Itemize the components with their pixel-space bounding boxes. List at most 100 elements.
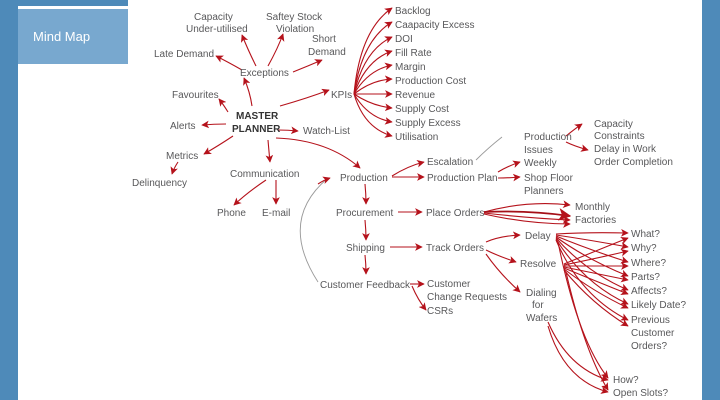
- node-capacity-line2: Under-utilised: [186, 24, 248, 35]
- node-customer-change-line2: Change Requests: [427, 292, 507, 303]
- link-place-factories: [483, 212, 571, 224]
- node-master-line2: PLANNER: [232, 124, 281, 135]
- node-dialing-line3: Wafers: [526, 313, 557, 324]
- node-production-plan: Production Plan: [427, 173, 498, 184]
- node-previous-line1: Previous: [631, 315, 670, 326]
- link-delay-q4: [555, 237, 629, 291]
- node-customer-feedback: Customer Feedback: [320, 280, 411, 291]
- node-question: Where?: [631, 258, 666, 269]
- node-kpi-item: Supply Excess: [395, 118, 461, 129]
- node-favourites: Favourites: [172, 90, 219, 101]
- node-resolve: Resolve: [520, 259, 557, 270]
- node-metrics: Metrics: [166, 151, 198, 162]
- node-phone: Phone: [217, 208, 246, 219]
- node-delay: Delay: [525, 231, 551, 242]
- node-kpi-item: DOI: [395, 34, 413, 45]
- link-delay-q2: [555, 235, 629, 264]
- node-dialing-line2: for: [532, 300, 544, 311]
- link-center-alerts: [201, 120, 227, 129]
- node-short-line2: Demand: [308, 47, 346, 58]
- link-feedback-loop: [299, 177, 329, 283]
- link-center-communication: [265, 139, 274, 163]
- link-dialing-how: [547, 321, 609, 382]
- node-kpi-item: Revenue: [395, 90, 435, 101]
- node-monthly: Monthly: [575, 202, 610, 213]
- link-procurement-shipping: [362, 219, 370, 241]
- link-kpi-3: [353, 49, 393, 95]
- node-delay-work-line1: Delay in Work: [594, 144, 657, 155]
- node-kpi-item: Production Cost: [395, 76, 466, 87]
- link-shipping-feedback: [362, 254, 370, 275]
- sidebar: Mind Map: [18, 0, 128, 400]
- link-center-watchlist: [277, 126, 299, 135]
- node-escalation: Escalation: [427, 157, 473, 168]
- link-delay-q3: [555, 236, 629, 278]
- link-dialing-open: [547, 325, 609, 394]
- link-resolve-previous: [563, 269, 629, 327]
- link-center-kpis: [279, 88, 330, 107]
- link-track-dialing: [485, 253, 521, 293]
- link-issues-capacity: [565, 123, 583, 137]
- node-kpi-item: Margin: [395, 62, 426, 73]
- node-customer-change-line1: Customer: [427, 279, 471, 290]
- link-center-metrics: [203, 135, 234, 155]
- sidebar-item-mind-map[interactable]: Mind Map: [18, 9, 128, 64]
- sidebar-top-bar: [18, 0, 128, 6]
- node-production-issues-line2: Issues: [524, 145, 553, 156]
- link-exceptions-capacity: [240, 34, 257, 67]
- link-exceptions-short: [292, 59, 323, 73]
- link-kpi-9: [353, 93, 393, 138]
- link-kpi-2: [353, 36, 393, 95]
- node-shipping: Shipping: [346, 243, 385, 254]
- node-alerts: Alerts: [170, 121, 196, 132]
- node-email: E-mail: [262, 208, 290, 219]
- node-track-orders: Track Orders: [426, 243, 484, 254]
- link-communication-phone: [233, 179, 267, 206]
- node-kpi-item: Caapacity Excess: [395, 20, 474, 31]
- link-center-production: [275, 137, 361, 169]
- node-production-issues-line1: Production: [524, 132, 572, 143]
- connector-lines: [170, 7, 629, 394]
- node-labels: MASTER PLANNER Exceptions Capacity Under…: [132, 6, 686, 399]
- link-metrics-delinquency: [170, 161, 179, 175]
- node-factories: Factories: [575, 215, 616, 226]
- sidebar-item-label: Mind Map: [33, 29, 91, 44]
- node-previous-line3: Orders?: [631, 341, 668, 352]
- node-place-orders: Place Orders: [426, 208, 484, 219]
- link-delay-how: [557, 241, 609, 379]
- node-capacity-line1: Capacity: [194, 12, 233, 23]
- link-exceptions-safety: [267, 33, 285, 67]
- node-delay-work-line2: Order Completion: [594, 157, 673, 168]
- node-question: Affects?: [631, 286, 667, 297]
- link-production-escalation: [391, 159, 425, 177]
- node-kpis: KPIs: [331, 90, 352, 101]
- link-resolve-q4: [563, 267, 629, 296]
- node-production: Production: [340, 173, 388, 184]
- node-question: Parts?: [631, 272, 660, 283]
- node-safety-line1: Saftey Stock: [266, 12, 323, 23]
- link-plan-weekly: [497, 160, 521, 173]
- link-place-monthly: [483, 200, 571, 213]
- node-communication: Communication: [230, 169, 299, 180]
- link-resolve-q1: [563, 248, 629, 266]
- link-plan-shopfloor: [497, 173, 521, 182]
- mind-map-canvas: MASTER PLANNER Exceptions Capacity Under…: [128, 0, 702, 400]
- mind-map-diagram: MASTER PLANNER Exceptions Capacity Under…: [132, 6, 686, 399]
- link-delay-q1: [555, 234, 629, 250]
- link-resolve-q3: [563, 266, 629, 283]
- link-issues-delay: [565, 141, 589, 152]
- link-delay-q0: [555, 228, 629, 237]
- node-watchlist: Watch-List: [303, 126, 350, 137]
- node-exceptions: Exceptions: [240, 68, 289, 79]
- link-kpi-0: [353, 7, 393, 95]
- link-kpi-5: [353, 75, 393, 95]
- node-csrs: CSRs: [427, 306, 453, 317]
- link-center-favourites: [218, 98, 229, 113]
- node-delinquency: Delinquency: [132, 178, 187, 189]
- node-how: How?: [613, 375, 639, 386]
- node-question: Why?: [631, 243, 657, 254]
- node-kpi-item: Backlog: [395, 6, 431, 17]
- node-shop-floor-line1: Shop Floor: [524, 173, 574, 184]
- link-delay-previous: [555, 239, 629, 321]
